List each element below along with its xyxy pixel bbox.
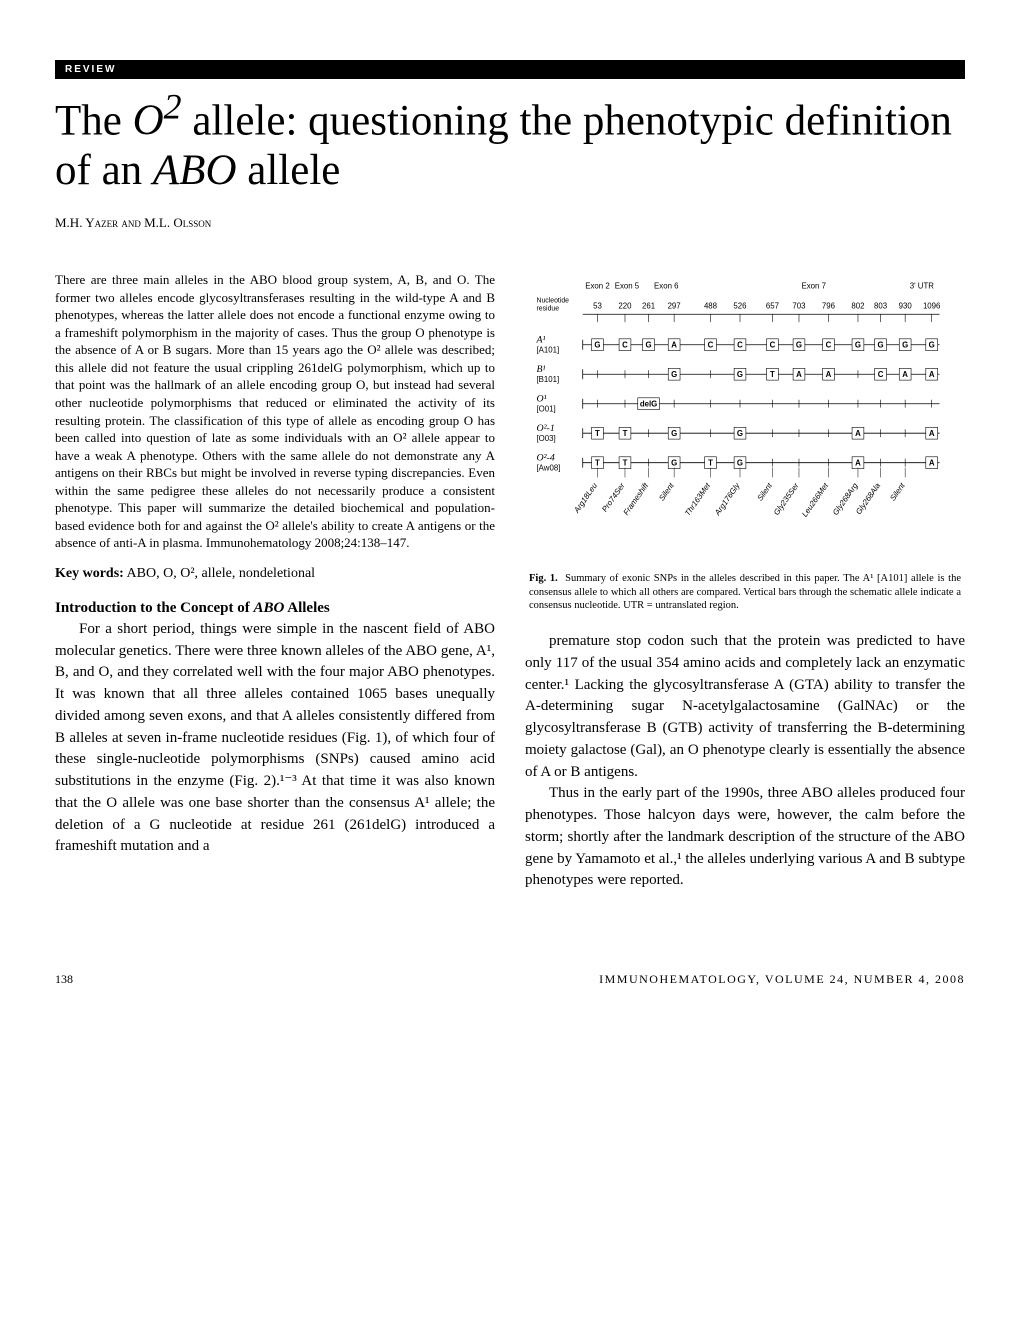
svg-text:Exon 7: Exon 7 [801, 282, 825, 291]
svg-text:3' UTR: 3' UTR [910, 282, 935, 291]
svg-text:297: 297 [668, 302, 681, 311]
right-column: Exon 2 Exon 5 Exon 6 Exon 7 3' UTR Nucleotid… [525, 271, 965, 892]
keywords-text: ABO, O, O², allele, nondeletional [124, 566, 315, 581]
svg-text:C: C [826, 341, 832, 350]
svg-text:930: 930 [899, 302, 913, 311]
svg-text:T: T [595, 429, 600, 438]
svg-text:A¹: A¹ [536, 335, 546, 346]
page-number: 138 [55, 972, 73, 987]
svg-text:Exon 6: Exon 6 [654, 282, 679, 291]
svg-text:A: A [929, 370, 935, 379]
svg-text:T: T [708, 459, 713, 468]
svg-text:[O03]: [O03] [537, 434, 556, 443]
svg-text:Nucleotide: Nucleotide [537, 298, 570, 305]
svg-text:Exon 5: Exon 5 [615, 282, 640, 291]
svg-text:A: A [929, 429, 935, 438]
svg-text:Gly235Ser: Gly235Ser [772, 481, 801, 517]
svg-text:C: C [770, 341, 776, 350]
article-title: The O2 allele: questioning the phenotypi… [55, 87, 965, 195]
svg-text:796: 796 [822, 302, 836, 311]
svg-text:T: T [770, 370, 775, 379]
svg-text:488: 488 [704, 302, 718, 311]
svg-text:53: 53 [593, 302, 602, 311]
svg-text:C: C [708, 341, 714, 350]
svg-text:A: A [826, 370, 832, 379]
paragraph-2: premature stop codon such that the prote… [525, 631, 965, 783]
svg-text:G: G [594, 341, 600, 350]
svg-text:C: C [737, 341, 743, 350]
svg-text:Leu266Met: Leu266Met [800, 481, 830, 519]
svg-text:G: G [878, 341, 884, 350]
svg-text:G: G [671, 459, 677, 468]
svg-text:Exon 2: Exon 2 [585, 282, 609, 291]
svg-text:G: G [737, 459, 743, 468]
svg-text:[B101]: [B101] [537, 375, 560, 384]
svg-text:residue: residue [537, 306, 560, 313]
svg-text:A: A [855, 459, 861, 468]
journal-info: IMMUNOHEMATOLOGY, VOLUME 24, NUMBER 4, 2… [599, 972, 965, 987]
page-content: REVIEW The O2 allele: questioning the ph… [0, 0, 1020, 922]
svg-text:G: G [737, 429, 743, 438]
keywords-label: Key words: [55, 566, 124, 581]
svg-text:T: T [595, 459, 600, 468]
figure-svg: Exon 2 Exon 5 Exon 6 Exon 7 3' UTR Nucleotid… [525, 271, 955, 561]
review-tag: REVIEW [55, 60, 965, 79]
paragraph-3: Thus in the early part of the 1990s, thr… [525, 783, 965, 892]
page-footer: 138 IMMUNOHEMATOLOGY, VOLUME 24, NUMBER … [0, 972, 1020, 1017]
abstract: There are three main alleles in the ABO … [55, 271, 495, 552]
svg-text:C: C [622, 341, 628, 350]
svg-text:803: 803 [874, 302, 888, 311]
svg-text:Silent: Silent [755, 481, 774, 503]
svg-text:[A101]: [A101] [537, 346, 560, 355]
svg-text:261: 261 [642, 302, 655, 311]
svg-text:Silent: Silent [657, 481, 676, 503]
svg-text:802: 802 [851, 302, 864, 311]
svg-text:G: G [855, 341, 861, 350]
svg-text:G: G [646, 341, 652, 350]
section-title: Introduction to the Concept of ABO Allel… [55, 600, 495, 617]
svg-text:703: 703 [792, 302, 806, 311]
svg-text:G: G [796, 341, 802, 350]
svg-text:A: A [796, 370, 802, 379]
svg-text:A: A [671, 341, 677, 350]
svg-text:delG: delG [640, 400, 657, 409]
authors: M.H. Yazer and M.L. Olsson [55, 215, 965, 231]
two-column-layout: There are three main alleles in the ABO … [55, 271, 965, 892]
svg-text:[O01]: [O01] [537, 405, 556, 414]
svg-text:G: G [929, 341, 935, 350]
svg-text:220: 220 [618, 302, 632, 311]
svg-text:A: A [902, 370, 908, 379]
svg-text:657: 657 [766, 302, 779, 311]
svg-text:A: A [929, 459, 935, 468]
left-column: There are three main alleles in the ABO … [55, 271, 495, 892]
svg-text:G: G [902, 341, 908, 350]
svg-text:C: C [878, 370, 884, 379]
review-tag-text: REVIEW [65, 64, 116, 75]
svg-text:O²-4: O²-4 [537, 453, 555, 464]
paragraph-1: For a short period, things were simple i… [55, 619, 495, 858]
figure-caption: Fig. 1. Summary of exonic SNPs in the al… [525, 572, 965, 613]
svg-text:Arg18Leu: Arg18Leu [572, 481, 600, 515]
svg-text:Arg176Gly: Arg176Gly [712, 481, 742, 518]
svg-text:A: A [855, 429, 861, 438]
svg-text:Thr163Met: Thr163Met [683, 481, 713, 518]
keywords: Key words: ABO, O, O², allele, nondeleti… [55, 566, 495, 582]
svg-text:G: G [737, 370, 743, 379]
figure-1: Exon 2 Exon 5 Exon 6 Exon 7 3' UTR Nucleotid… [525, 271, 965, 564]
svg-text:B¹: B¹ [537, 364, 546, 375]
svg-text:O¹: O¹ [537, 394, 547, 405]
svg-text:O²-1: O²-1 [537, 423, 555, 434]
svg-text:[Aw08]: [Aw08] [537, 464, 561, 473]
svg-text:1096: 1096 [923, 302, 941, 311]
svg-text:G: G [671, 429, 677, 438]
svg-text:526: 526 [733, 302, 747, 311]
svg-text:T: T [623, 459, 628, 468]
svg-text:T: T [623, 429, 628, 438]
svg-text:G: G [671, 370, 677, 379]
svg-text:Silent: Silent [888, 481, 907, 503]
